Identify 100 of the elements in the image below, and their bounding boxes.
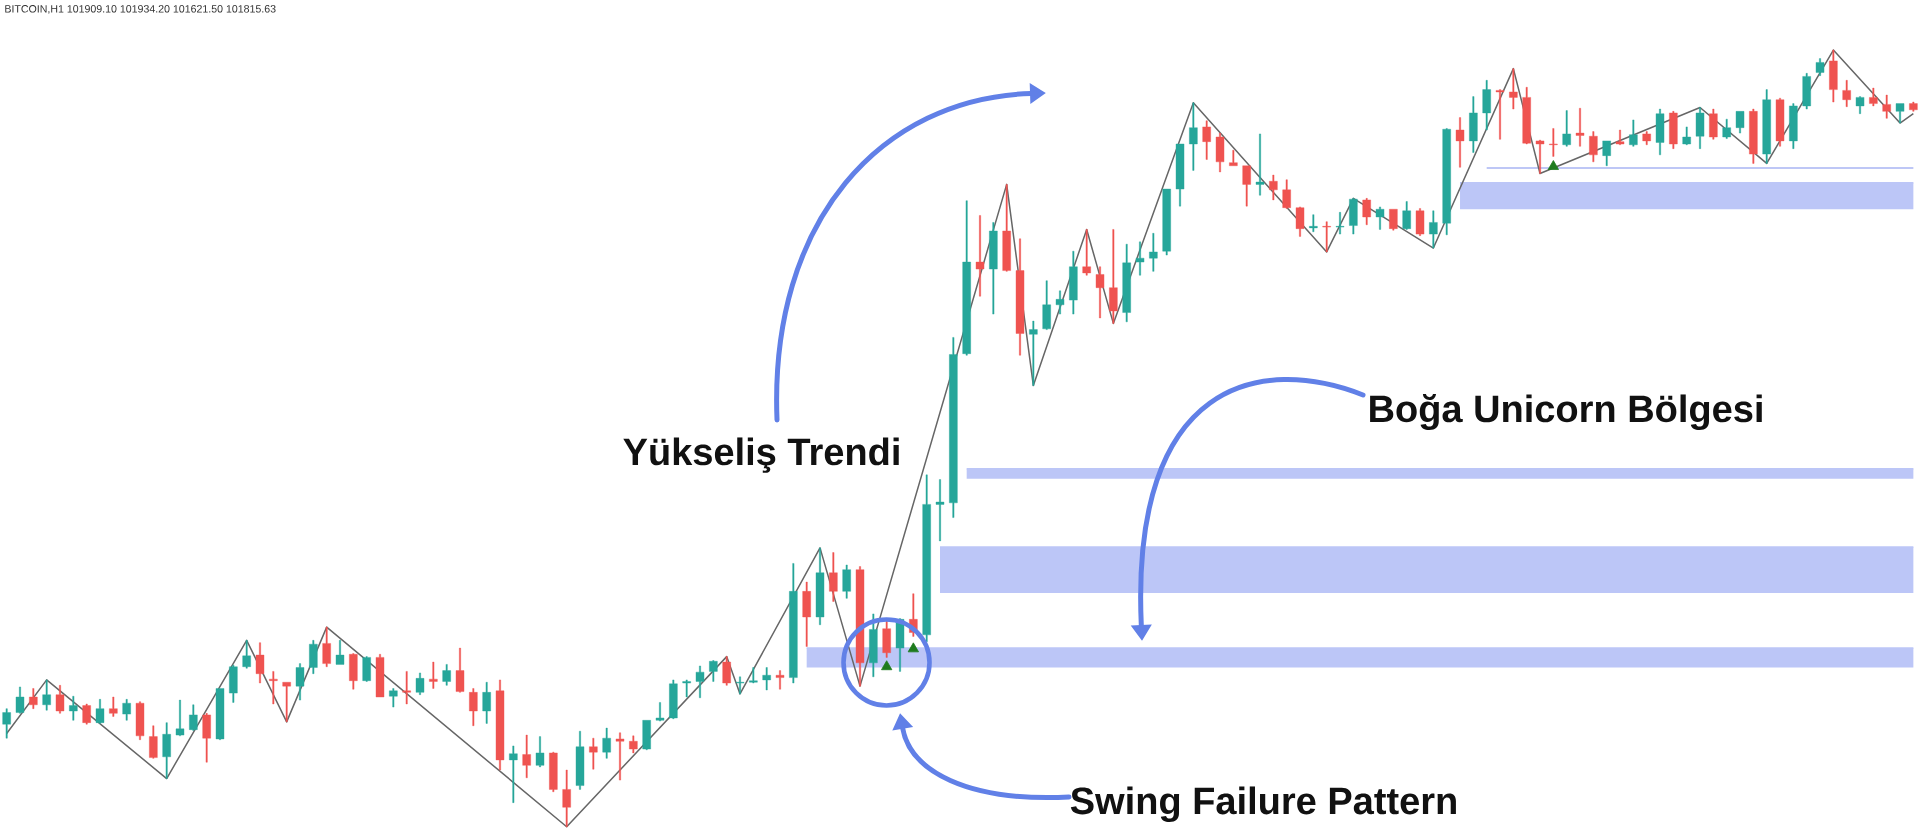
candlestick: [495, 679, 505, 771]
candlestick: [802, 581, 811, 647]
candlestick: [615, 732, 625, 781]
candlestick: [815, 547, 825, 625]
candlestick: [1589, 131, 1598, 163]
candlestick: [522, 734, 531, 778]
candlestick: [869, 613, 878, 678]
candlestick: [1735, 111, 1745, 134]
candlestick: [1269, 174, 1278, 201]
candlestick: [482, 682, 491, 724]
candlestick: [882, 619, 891, 658]
candlestick: [509, 745, 518, 803]
candlestick: [1375, 206, 1385, 230]
candlestick: [15, 686, 25, 714]
candlestick: [162, 722, 171, 779]
candlestick: [1762, 89, 1771, 164]
candlestick: [922, 474, 931, 643]
candlestick: [775, 670, 785, 690]
candlestick: [55, 685, 65, 714]
candlestick: [389, 688, 398, 708]
candlestick: [109, 696, 118, 717]
candlestick: [1509, 68, 1518, 110]
candlestick: [1815, 58, 1825, 76]
candlestick: [309, 640, 318, 674]
annotation: Swing Failure Pattern: [1070, 786, 1456, 823]
annotation: Yükseliş Trendi: [623, 437, 899, 473]
candlestick: [1069, 250, 1078, 315]
candlestick: [1802, 73, 1811, 110]
candlestick: [1789, 103, 1798, 149]
candlestick: [1042, 280, 1051, 330]
candlestick: [349, 653, 358, 690]
candlestick: [1615, 129, 1625, 145]
candlestick: [122, 699, 131, 721]
candlestick: [335, 640, 345, 665]
candlestick: [602, 727, 611, 759]
candlestick: [1535, 139, 1545, 174]
candlestick: [1149, 233, 1158, 272]
candlestick: [1029, 320, 1038, 386]
candlestick: [535, 736, 545, 768]
candlestick: [402, 671, 411, 705]
candlestick: [1655, 108, 1665, 156]
candlestick: [935, 479, 945, 542]
candlestick: [1882, 94, 1891, 119]
candlestick: [1695, 107, 1705, 149]
candlestick: [1002, 184, 1011, 272]
candlestick: [1402, 201, 1411, 230]
candlestick: [1549, 128, 1558, 157]
candlestick: [215, 688, 225, 740]
candlestick: [1602, 140, 1611, 166]
candlestick: [1202, 120, 1211, 160]
candlestick: [789, 563, 798, 684]
candlestick: [175, 699, 185, 737]
candlestick: [669, 679, 678, 719]
candlestick: [975, 215, 985, 297]
candlestick: [229, 664, 238, 703]
candlestick: [709, 660, 718, 682]
annotation: Boğa Unicorn Bölgesi: [1370, 394, 1762, 431]
candlestick: [1295, 206, 1305, 237]
candlestick: [1309, 214, 1318, 232]
candlestick: [375, 654, 385, 698]
candlestick: [255, 642, 265, 684]
candlestick: [1242, 165, 1251, 207]
candlestick: [695, 665, 705, 698]
candlestick: [469, 688, 478, 726]
candlestick: [1682, 126, 1691, 145]
candlestick: [1362, 198, 1371, 225]
candlestick: [455, 647, 465, 693]
candlestick: [442, 664, 451, 686]
candlestick: [1442, 128, 1451, 236]
candlestick: [1415, 208, 1425, 236]
candlestick: [269, 671, 278, 705]
candlestick: [202, 713, 211, 763]
candlestick: [1122, 243, 1131, 323]
candlestick: [829, 552, 838, 602]
candlestick: [1349, 198, 1358, 235]
candlestick: [1109, 229, 1118, 324]
candlestick: [1215, 132, 1225, 173]
candlestick: [1015, 238, 1025, 356]
candlestick: [282, 682, 291, 723]
candlestick: [562, 769, 571, 827]
candlestick: [1522, 87, 1531, 145]
candlestick: [1629, 119, 1638, 147]
candlestick: [1389, 209, 1398, 231]
candlestick: [1575, 108, 1585, 147]
candlestick: [1709, 108, 1718, 140]
candlestick: [1135, 241, 1145, 276]
candlestick: [1829, 49, 1838, 103]
candlestick: [989, 222, 998, 315]
candlestick: [82, 703, 91, 725]
candlestick: [29, 688, 38, 709]
candlestick: [1869, 87, 1878, 107]
candlestick: [1255, 133, 1265, 196]
candlestick: [962, 200, 971, 356]
candlestick: [2, 708, 11, 739]
candlestick: [415, 672, 425, 695]
candlestick: [1455, 117, 1465, 168]
candlestick: [95, 699, 105, 724]
candlestick: [1562, 110, 1571, 147]
candlestick: [1162, 188, 1171, 256]
candlestick: [1082, 229, 1091, 276]
